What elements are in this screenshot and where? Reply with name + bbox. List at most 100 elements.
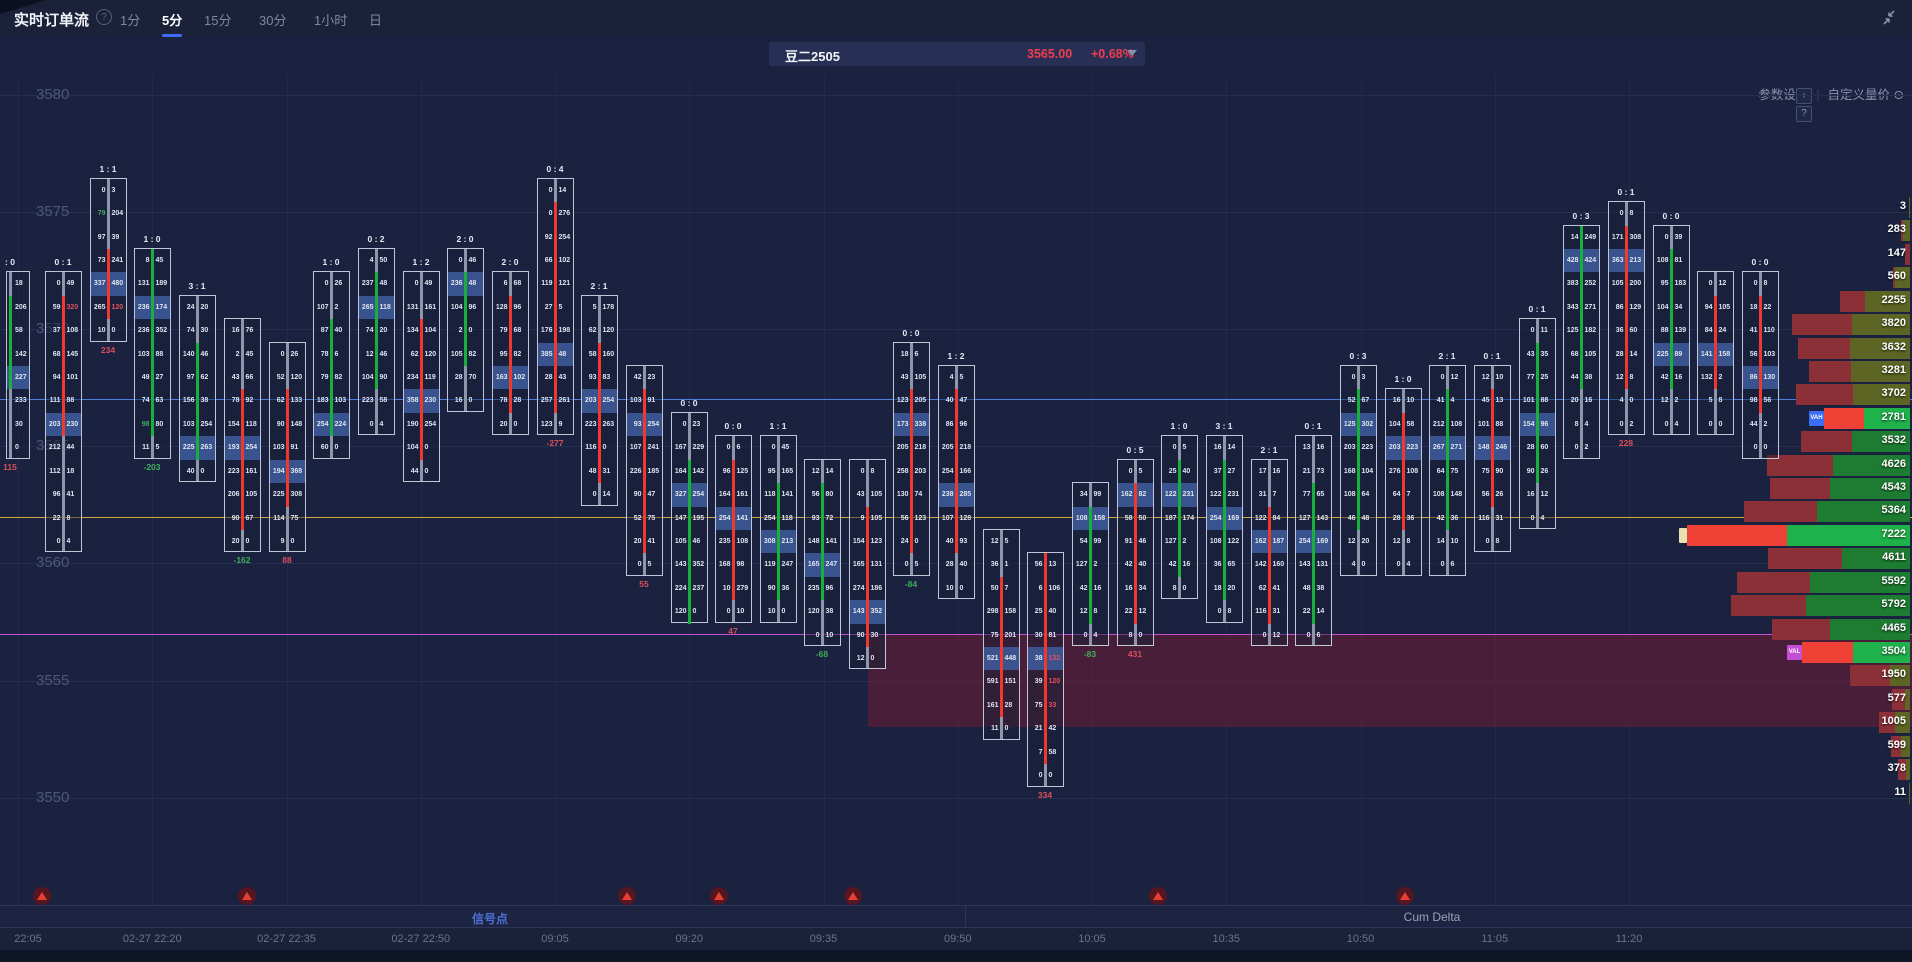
- ask-volume: 44: [66, 444, 75, 452]
- ask-volume: 75: [290, 514, 299, 522]
- volume-profile-row: 4465: [1642, 618, 1910, 640]
- ask-volume: 254: [558, 233, 571, 241]
- ask-volume: 118: [781, 514, 793, 522]
- ask-volume: 75: [647, 514, 656, 522]
- imbalance-ratio-label: 0 : 0: [902, 327, 920, 338]
- ask-volume: 18: [66, 467, 75, 475]
- bid-volume: 203: [1388, 444, 1401, 452]
- footprint-column: 0 6 96 125 164 161 254 141 235 108 168 98 10 279 0 10: [714, 435, 752, 623]
- ask-volume: 368: [290, 467, 303, 475]
- bid-volume: 156: [182, 397, 195, 405]
- bid-volume: 104: [406, 444, 419, 452]
- tab-15分[interactable]: 15分: [204, 13, 232, 28]
- ask-volume: 271: [1584, 303, 1597, 311]
- bid-volume: 183: [316, 397, 329, 405]
- profile-buy-segment: [1787, 524, 1910, 546]
- bid-volume: 93: [633, 420, 642, 428]
- ask-volume: 182: [1584, 327, 1597, 335]
- ask-volume: 99: [1093, 537, 1102, 545]
- bid-volume: 79: [320, 374, 329, 382]
- signal-marker[interactable]: [844, 887, 862, 905]
- ask-volume: 185: [647, 467, 660, 475]
- ask-volume: 133: [290, 397, 303, 405]
- time-gridline: [420, 76, 422, 905]
- signal-marker[interactable]: [1149, 887, 1167, 905]
- bid-volume: 28: [1526, 444, 1535, 452]
- volume-profile-row: 3532: [1671, 431, 1910, 453]
- ask-volume: 47: [647, 491, 656, 499]
- help-icon[interactable]: ?: [96, 9, 112, 25]
- footprint-chart[interactable]: 3580 3575 3570 3565 3560 3555 3550 3 283 147 560 22…: [0, 76, 1912, 905]
- imbalance-ratio-label: 2 : 0: [456, 233, 474, 244]
- bid-volume: 108: [1343, 491, 1356, 499]
- ask-volume: 105: [1718, 303, 1731, 311]
- ask-volume: 27: [155, 374, 164, 382]
- bid-volume: 120: [674, 608, 687, 616]
- instrument-selector[interactable]: 豆二2505 3565.00 +0.68%: [769, 42, 1145, 66]
- collapse-icon[interactable]: [1880, 8, 1900, 28]
- signal-marker[interactable]: [618, 887, 636, 905]
- cell-volume: 227: [15, 374, 27, 382]
- profile-value: 5792: [1881, 598, 1906, 611]
- price-axis-label: 3565: [36, 437, 70, 455]
- tab-5分[interactable]: 5分: [162, 10, 183, 37]
- ask-volume: 174: [1182, 514, 1195, 522]
- tab-1分[interactable]: 1分: [120, 13, 141, 28]
- imbalance-ratio-label: 2 : 1: [1438, 351, 1456, 362]
- ask-volume: 16: [1182, 561, 1191, 569]
- bid-volume: 52: [633, 514, 642, 522]
- ask-volume: 0: [914, 537, 919, 545]
- bid-volume: 73: [97, 256, 106, 264]
- delta-label: 88: [282, 555, 292, 566]
- signal-marker[interactable]: [33, 887, 51, 905]
- bid-volume: 43: [231, 374, 240, 382]
- ask-volume: 41: [66, 491, 75, 499]
- tab-1小时[interactable]: 1小时: [314, 13, 348, 28]
- ask-volume: 12: [1272, 631, 1281, 639]
- tab-日[interactable]: 日: [369, 13, 383, 28]
- ask-volume: 41: [1272, 584, 1281, 592]
- ask-volume: 12: [1718, 280, 1727, 288]
- tab-30分[interactable]: 30分: [259, 13, 287, 28]
- bid-volume: 5: [1708, 397, 1713, 405]
- profile-sell-segment: [1898, 759, 1906, 781]
- ask-volume: 20: [200, 303, 209, 311]
- bid-volume: 41: [1436, 397, 1445, 405]
- profile-sell-segment: [1798, 337, 1850, 359]
- bid-volume: 258: [896, 467, 909, 475]
- bid-volume: 8: [1128, 631, 1133, 639]
- bid-volume: 0: [815, 631, 820, 639]
- imbalance-ratio-label: 1 : 0: [1170, 421, 1188, 432]
- panel-help-button[interactable]: ?: [1796, 106, 1812, 122]
- bid-volume: 96: [722, 467, 731, 475]
- bid-volume: 56: [1749, 350, 1758, 358]
- ask-volume: 81: [1048, 631, 1057, 639]
- signal-marker[interactable]: [710, 887, 728, 905]
- bid-volume: 94: [1704, 303, 1713, 311]
- signal-point-label[interactable]: 信号点: [471, 912, 508, 926]
- time-axis-label: 09:05: [541, 933, 569, 945]
- footprint-column: 4 5 40 47 86 96 205 218 254 166 238 285 107 128 40 93 28…: [937, 365, 975, 600]
- ask-volume: 0: [1048, 772, 1053, 780]
- bid-volume: 48: [588, 467, 597, 475]
- ask-volume: 28: [513, 397, 522, 405]
- bid-volume: 105: [674, 537, 687, 545]
- ask-volume: 75: [1450, 467, 1459, 475]
- bid-volume: 78: [499, 397, 508, 405]
- signal-marker[interactable]: [1396, 887, 1414, 905]
- ask-volume: 4: [1540, 514, 1545, 522]
- cum-delta-label[interactable]: Cum Delta: [1403, 910, 1461, 924]
- bid-volume: 254: [941, 467, 954, 475]
- high-volume-cell: [7, 366, 29, 390]
- bid-volume: 154: [1522, 420, 1535, 428]
- bid-volume: 104: [361, 374, 374, 382]
- ask-volume: 0: [334, 444, 339, 452]
- bid-volume: 18: [1749, 303, 1758, 311]
- signal-marker[interactable]: [238, 887, 256, 905]
- profile-sell-segment: [1767, 454, 1833, 476]
- corner-decoration: [0, 0, 46, 14]
- bid-volume: 0: [1708, 420, 1713, 428]
- ask-volume: 108: [1450, 420, 1463, 428]
- ask-volume: 0: [1138, 631, 1143, 639]
- bid-volume: 105: [450, 350, 463, 358]
